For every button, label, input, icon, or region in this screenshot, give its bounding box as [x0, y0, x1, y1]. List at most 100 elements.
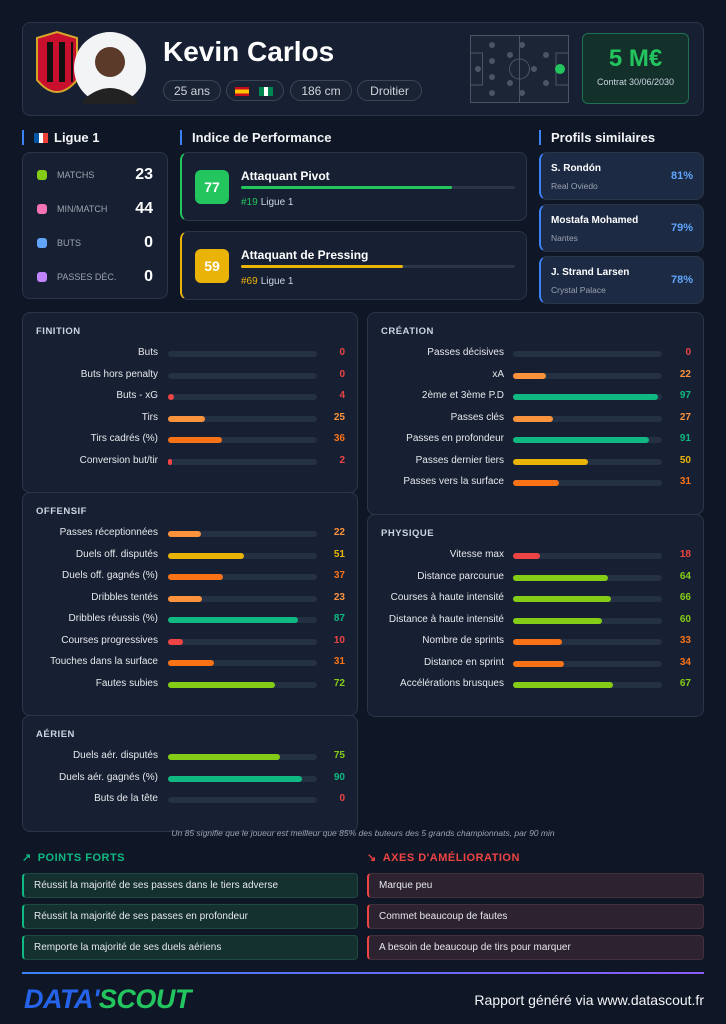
stat-label: MATCHS: [57, 170, 95, 180]
metric-label: Passes clés: [450, 411, 504, 423]
metric-bar: [168, 552, 244, 559]
stat-row: MATCHS 23: [37, 165, 153, 185]
metric-bar: [168, 775, 303, 782]
metric-value: 31: [333, 656, 345, 667]
metric-bar: [513, 639, 563, 645]
stat-label: MIN/MATCH: [57, 204, 108, 214]
metric-bar: [513, 458, 588, 465]
metric-label: Duels off. gagnés (%): [62, 570, 158, 581]
metric-track: [513, 553, 662, 559]
metric-row: xA 22: [368, 369, 703, 383]
metric-track: [168, 437, 317, 443]
logo-right: SCOUT: [98, 984, 192, 1014]
metric-row: Tirs cadrés (%) 36: [23, 433, 357, 447]
metric-value: 2: [339, 454, 345, 466]
metric-row: Buts 0: [23, 347, 357, 361]
metric-label: Conversion but/tir: [79, 454, 158, 466]
metric-track: [168, 351, 317, 357]
logo: DATA'SCOUT: [24, 984, 191, 1015]
metric-row: Accélérations brusques 67: [368, 678, 703, 692]
metric-track: [168, 574, 317, 580]
metric-label: Buts - xG: [116, 390, 158, 401]
metric-value: 87: [333, 613, 345, 624]
score-bar: [241, 186, 452, 189]
metric-label: Passes décisives: [427, 347, 504, 358]
flags: [235, 86, 273, 96]
metric-track: [168, 531, 317, 537]
metric-bar: [513, 372, 546, 379]
metric-label: Nombre de sprints: [422, 635, 504, 646]
metric-track: [168, 458, 317, 465]
metric-value: 75: [333, 750, 345, 761]
metric-bar: [168, 754, 280, 760]
metric-label: Duels aér. disputés: [72, 750, 158, 761]
logo-left: DATA': [24, 984, 99, 1014]
metric-value: 91: [679, 433, 691, 444]
metric-track: [513, 639, 662, 645]
performance-card: 59 Attaquant de Pressing #69 Ligue 1: [180, 231, 527, 300]
position-pitch: [470, 35, 569, 103]
metric-label: Dribbles réussis (%): [68, 613, 158, 624]
metric-label: Tirs: [141, 411, 158, 423]
contract: Contrat 30/06/2030: [596, 77, 675, 87]
stat-row: MIN/MATCH 44: [37, 199, 153, 219]
metric-value: 0: [339, 793, 345, 804]
score-bar: [241, 265, 403, 268]
metric-track: [513, 574, 662, 581]
metric-track: [513, 372, 662, 379]
strengths-title-text: POINTS FORTS: [37, 852, 125, 864]
strength: Réussit la majorité de ses passes en pro…: [22, 904, 358, 929]
metric-bar: [513, 415, 554, 422]
metric-bar: [513, 682, 613, 688]
metric-row: Dribbles tentés 23: [23, 592, 357, 606]
score: 59: [195, 249, 229, 283]
metric-label: Distance à haute intensité: [388, 613, 504, 625]
metric-bar: [513, 617, 603, 624]
metric-row: Duels off. disputés 51: [23, 549, 357, 563]
stat-icon: [37, 204, 47, 214]
metric-row: Distance à haute intensité 60: [368, 614, 703, 628]
similar-club: Nantes: [551, 233, 578, 243]
metric-label: Duels off. disputés: [75, 548, 158, 560]
metric-bar: [513, 394, 658, 400]
metric-value: 22: [679, 368, 691, 380]
improvement: A besoin de beaucoup de tirs pour marque…: [367, 935, 704, 960]
metric-track: [513, 617, 662, 624]
club-and-photo: [36, 30, 146, 104]
metric-label: Duels aér. gagnés (%): [59, 771, 158, 783]
metric-value: 36: [333, 433, 345, 444]
metric-bar: [513, 553, 540, 559]
stat-value: 0: [144, 268, 153, 285]
metric-label: Passes dernier tiers: [415, 454, 504, 466]
metric-value: 0: [339, 347, 345, 358]
section-title: OFFENSIF: [36, 506, 87, 517]
foot: Droitier: [357, 80, 422, 101]
metric-value: 90: [333, 771, 345, 783]
metric-row: Dribbles réussis (%) 87: [23, 613, 357, 627]
similar-name: S. Rondón: [551, 163, 601, 174]
improvements-title: ↘ AXES D'AMÉLIORATION: [367, 852, 520, 864]
metric-bar: [168, 638, 183, 645]
stats-card: MATCHS 23 MIN/MATCH 44 BUTS 0 PASSES DÉC. 0: [22, 152, 168, 299]
rank-line: #69 Ligue 1: [241, 276, 294, 287]
similarity: 81%: [670, 170, 693, 182]
metric-label: Vitesse max: [449, 549, 504, 560]
metric-bar: [513, 596, 612, 602]
metric-label: Distance parcourue: [417, 570, 504, 582]
similar-card: J. Strand Larsen Crystal Palace 78%: [539, 256, 704, 304]
section-title: FINITION: [36, 326, 81, 337]
metric-track: [513, 458, 662, 465]
score: 77: [195, 170, 229, 204]
metric-bar: [168, 531, 201, 537]
metric-label: Courses progressives: [61, 634, 158, 646]
metric-row: Buts de la tête 0: [23, 793, 357, 807]
league-heading: Ligue 1: [22, 130, 100, 145]
stat-value: 44: [135, 200, 153, 217]
player-name: Kevin Carlos: [163, 36, 335, 67]
metric-label: Buts: [137, 347, 158, 358]
market-value-box: 5 M€ Contrat 30/06/2030: [582, 33, 689, 104]
metric-label: Buts hors penalty: [80, 368, 158, 380]
metric-bar: [513, 437, 649, 443]
similar-name: Mostafa Mohamed: [551, 215, 639, 226]
